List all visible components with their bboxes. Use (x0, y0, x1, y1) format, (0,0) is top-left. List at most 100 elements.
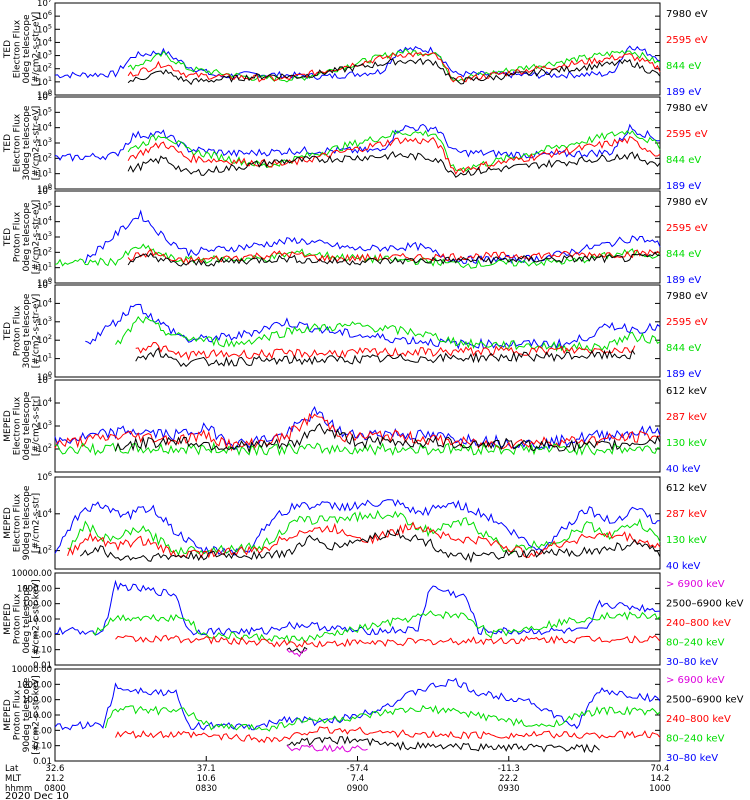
legend-entry: 240–800 keV (666, 714, 731, 725)
panel-frame (54, 2, 661, 96)
legend-entry: 40 keV (666, 561, 700, 572)
y-tick-label: 103 (37, 230, 52, 243)
panel-frame (54, 379, 661, 473)
y-tick-label: 10000.00 (11, 569, 52, 579)
legend-entry: 189 eV (666, 275, 701, 286)
lat-tick-label: 32.6 (46, 764, 65, 774)
y-tick-label: 10.00 (28, 711, 52, 721)
legend-entry: 30–80 keV (666, 753, 718, 764)
panel-frame (54, 668, 661, 762)
y-tick-label: 102 (37, 333, 52, 346)
lat-tick-label: -57.4 (347, 764, 369, 774)
y-tick-label: 103 (37, 136, 52, 149)
legend-entry: 7980 eV (666, 103, 708, 114)
legend-entry: 844 eV (666, 249, 701, 260)
flux-series-4 (127, 251, 660, 267)
time-tick-label: 0900 (347, 784, 369, 794)
flux-series-3 (135, 341, 636, 361)
flux-series-5 (286, 648, 308, 658)
y-tick-label: 0.01 (33, 757, 52, 767)
flux-series-3 (127, 136, 661, 176)
y-tick-label: 105 (37, 199, 52, 212)
legend-entry: > 6900 keV (666, 579, 725, 590)
y-tick-label: 106 (37, 470, 52, 483)
flux-series-4 (115, 422, 661, 454)
y-tick-label: 101 (37, 167, 52, 180)
legend-entry: 2595 eV (666, 223, 708, 234)
y-tick-label: 106 (37, 184, 52, 197)
y-tick-label: 100.00 (22, 696, 52, 706)
y-tick-label: 102 (37, 544, 52, 557)
legend-entry: 2500–6900 keV (666, 695, 744, 706)
y-tick-label: 100 (37, 182, 52, 195)
panel-7: 0.01 0.10 1.00 10.00 100.00 1000.00 10000.00ME… (3, 569, 744, 671)
legend-entry: 189 eV (666, 369, 701, 380)
panel-4: 100 101 102 103 104 105 TEDProton Flux30deg te… (3, 278, 708, 383)
y-tick-label: 1.00 (33, 630, 52, 640)
legend-entry: 30–80 keV (666, 657, 718, 668)
y-tick-label: 107 (37, 0, 52, 9)
flux-series-4 (79, 528, 661, 564)
lat-tick-label: 37.1 (197, 764, 216, 774)
mlt-tick-label: 7.4 (351, 774, 365, 784)
legend-entry: 844 eV (666, 61, 701, 72)
panel-frame (54, 476, 661, 570)
flux-series-4 (286, 646, 308, 654)
legend-entry: 7980 eV (666, 197, 708, 208)
flux-series-3 (115, 634, 661, 648)
y-tick-label: 106 (37, 9, 52, 22)
flux-series-3 (67, 521, 661, 559)
y-tick-label: 100 (37, 88, 52, 101)
y-tick-label: 104 (37, 507, 52, 520)
legend-entry: 2500–6900 keV (666, 599, 744, 610)
y-tick-label: 105 (37, 22, 52, 35)
y-tick-label: 102 (37, 442, 52, 455)
flux-series-1 (54, 406, 661, 450)
flux-series-3 (115, 726, 661, 744)
flux-series-2 (67, 509, 661, 556)
time-tick-label: 0830 (195, 784, 217, 794)
mlt-tick-label: 14.2 (651, 774, 670, 784)
panel-frame (54, 96, 661, 190)
y-tick-label: 102 (37, 245, 52, 258)
legend-entry: 287 keV (666, 412, 707, 423)
legend-entry: 844 eV (666, 155, 701, 166)
flux-series-4 (127, 151, 661, 178)
panel-5: 102 103 104 105 MEPEDElectron Flux0deg teles… (3, 373, 707, 475)
y-tick-label: 105 (37, 105, 52, 118)
y-tick-label: 104 (37, 35, 52, 48)
legend-entry: 189 eV (666, 181, 701, 192)
y-tick-label: 101 (37, 352, 52, 365)
y-tick-label: 104 (37, 215, 52, 228)
y-axis-label: MEPEDElectron Flux90deg telescope[#/cm2-… (3, 485, 42, 560)
flux-series-1 (54, 123, 661, 162)
y-tick-label: 0.10 (33, 742, 52, 752)
legend-entry: 2595 eV (666, 35, 708, 46)
y-tick-label: 103 (37, 419, 52, 432)
legend-entry: 240–800 keV (666, 618, 731, 629)
flux-series-2 (92, 610, 661, 644)
panel-frame (54, 190, 661, 284)
y-tick-label: 102 (37, 62, 52, 75)
y-tick-label: 100 (37, 276, 52, 289)
flux-series-4 (286, 735, 600, 754)
y-tick-label: 104 (37, 121, 52, 134)
legend-entry: 287 keV (666, 509, 707, 520)
y-axis-label: MEPEDProton Flux0deg telescope[#/cm2-s-s… (3, 579, 42, 658)
y-tick-label: 100 (37, 370, 52, 383)
legend-entry: 80–240 keV (666, 638, 725, 649)
y-tick-label: 105 (37, 278, 52, 291)
y-axis-label: TEDElectron Flux0deg telescope[#/cm2-s-s… (3, 12, 42, 87)
flux-series-1 (54, 45, 661, 80)
panel-2: 100 101 102 103 104 105 106 TEDElectron Flux30d… (3, 90, 708, 195)
mlt-tick-label: 21.2 (46, 774, 65, 784)
y-tick-label: 100.00 (22, 600, 52, 610)
y-tick-label: 104 (37, 396, 52, 409)
y-tick-label: 103 (37, 315, 52, 328)
legend-entry: 2595 eV (666, 317, 708, 328)
flux-series-3 (127, 52, 661, 83)
y-tick-label: 1000.00 (17, 680, 52, 690)
y-tick-label: 1000.00 (17, 584, 52, 594)
flux-series-1 (54, 499, 660, 557)
